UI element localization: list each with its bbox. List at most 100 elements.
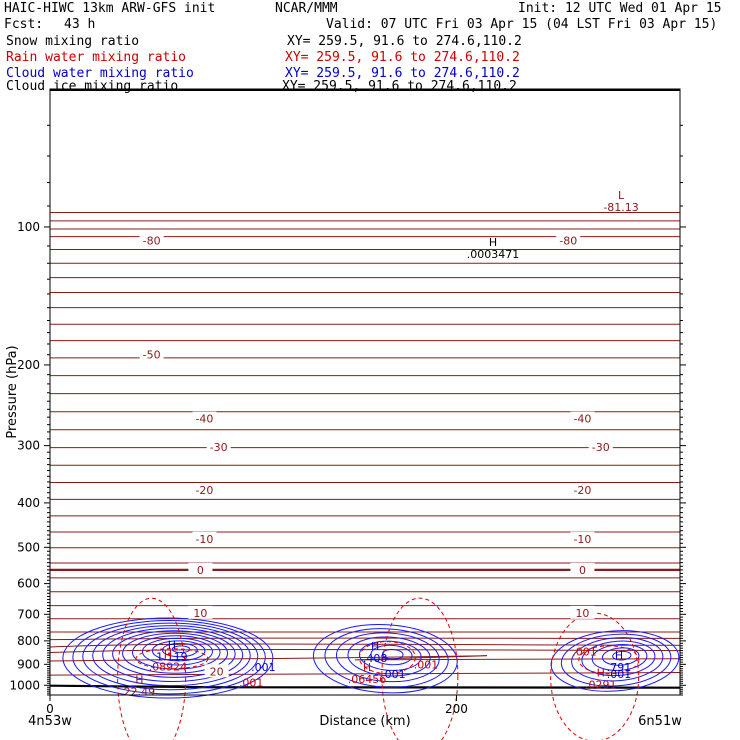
field-name-snow: Snow mixing ratio xyxy=(6,34,140,49)
extremum-marker: H xyxy=(164,648,172,661)
cloud-water-contour xyxy=(92,625,251,687)
extremum-marker: H xyxy=(363,661,371,674)
cloud-water-contour xyxy=(370,644,413,666)
isotherm-label: 20 xyxy=(210,665,224,678)
y-tick-label: 300 xyxy=(17,439,40,453)
y-tick-label: 1000 xyxy=(9,678,40,692)
isotherm-label: -80 xyxy=(143,234,161,247)
cloud-water-contour xyxy=(102,627,244,682)
cloud-water-contour xyxy=(591,643,648,671)
chart-title: HAIC-HIWC 13km ARW-GFS init xyxy=(4,1,216,16)
y-tick-label: 400 xyxy=(17,496,40,510)
cloud-water-contour xyxy=(324,628,449,688)
cloud-water-contour xyxy=(62,617,274,699)
isotherm-label: 0 xyxy=(579,564,586,577)
y-tick-label: 200 xyxy=(17,358,40,372)
isotherm-line xyxy=(49,648,681,653)
cloud-water-contour xyxy=(82,622,259,691)
contour-label: .001 xyxy=(251,661,276,674)
y-axis-label: Pressure (hPa) xyxy=(5,345,20,438)
mixing-ratio-contours xyxy=(62,597,680,740)
extremum-value: .06456 xyxy=(348,673,387,686)
y-tick-label: 100 xyxy=(17,220,40,234)
forecast-label: Fcst: xyxy=(4,17,44,32)
contour-label: .001 xyxy=(414,659,439,672)
valid-time: Valid: 07 UTC Fri 03 Apr 15 (04 LST Fri … xyxy=(326,17,718,32)
isotherm-label-bg xyxy=(570,605,595,619)
isotherm-label-bg xyxy=(570,411,595,425)
isotherm-label-bg xyxy=(192,483,217,497)
extremum-value: .0291 xyxy=(585,678,617,691)
extremum-value: 22.49 xyxy=(124,685,156,698)
extremum-value: .0003471 xyxy=(467,248,520,261)
isotherm-label-bg xyxy=(570,562,595,576)
y-tick-label: 800 xyxy=(17,634,40,648)
isotherm-label-bg xyxy=(206,439,231,453)
contour-label: .001 xyxy=(607,668,632,681)
isotherm-label: 0 xyxy=(197,564,204,577)
contour-label: .001 xyxy=(572,646,597,659)
x-tick-label: 0 xyxy=(46,702,54,716)
extremum-value: 1.119 xyxy=(156,651,188,664)
isotherm-label: -40 xyxy=(573,413,591,426)
extremum-marker: H xyxy=(371,640,379,653)
field-xy-cloud-water: XY= 259.5, 91.6 to 274.6,110.2 xyxy=(285,66,520,81)
extremum-marker: L xyxy=(618,189,625,202)
isotherm-label: -40 xyxy=(195,413,213,426)
contour-labels: -80 -80 -50 -40 -40 -30 -30 -20 -20 -10 -10 0 0 10 10 2… xyxy=(124,189,639,698)
cloud-water-contour xyxy=(612,650,632,661)
isotherm-label: -50 xyxy=(143,349,161,362)
right-location-label: 6n51w xyxy=(638,714,682,729)
field-name-rain: Rain water mixing ratio xyxy=(6,50,187,65)
extremum-value: .791 xyxy=(607,661,632,674)
cloud-water-contour xyxy=(571,637,664,682)
isotherm-label: -20 xyxy=(573,484,591,497)
cloud-water-contour xyxy=(601,647,640,666)
isotherm-label-bg xyxy=(192,531,217,545)
x-axis-label: Distance (km) xyxy=(319,714,410,729)
isotherm-label: -10 xyxy=(573,533,591,546)
isotherm-label-bg xyxy=(188,605,213,619)
cloud-water-contour xyxy=(347,636,431,677)
rain-water-contour xyxy=(358,641,416,675)
terrain-line xyxy=(49,684,681,689)
extremum-marker: H xyxy=(597,666,605,679)
cloud-water-contour xyxy=(72,620,266,695)
chart-org: NCAR/MMM xyxy=(275,1,338,16)
cloud-water-contour xyxy=(122,632,229,674)
field-name-cloud-water: Cloud water mixing ratio xyxy=(6,66,194,81)
extremum-marker: H xyxy=(489,236,497,249)
cloud-water-contour xyxy=(312,624,458,694)
init-time: Init: 12 UTC Wed 01 Apr 15 xyxy=(518,1,722,16)
isotherm-label: 10 xyxy=(575,607,589,620)
contour-label: .001 xyxy=(381,668,406,681)
isotherm-lines xyxy=(49,89,681,689)
extremum-value: -81.13 xyxy=(603,201,638,214)
cloud-water-contour xyxy=(151,640,206,662)
isotherm-label: -20 xyxy=(195,484,213,497)
cloud-water-contour xyxy=(560,633,672,687)
forecast-hours: 43 h xyxy=(64,17,96,32)
isotherm-label-bg xyxy=(570,483,595,497)
isotherm-line xyxy=(49,655,681,662)
rain-water-contour xyxy=(381,597,459,740)
rain-water-contour xyxy=(117,597,187,740)
contour-label: .001 xyxy=(239,676,264,689)
extremum-value: .408 xyxy=(363,652,388,665)
cloud-water-contour xyxy=(112,630,236,678)
y-tick-label: 600 xyxy=(17,577,40,591)
cloud-water-contour xyxy=(132,635,221,670)
plot-frame xyxy=(49,88,681,696)
left-location-label: 4n53w xyxy=(28,714,72,729)
extremum-marker: H xyxy=(168,639,176,652)
y-tick-label: 700 xyxy=(17,607,40,621)
isotherm-label-bg xyxy=(570,531,595,545)
y-tick-label: 900 xyxy=(17,657,40,671)
isotherm-label-bg xyxy=(139,347,164,361)
y-tick-label: 500 xyxy=(17,540,40,554)
isotherm-label: -30 xyxy=(210,441,228,454)
isotherm-label-bg xyxy=(139,233,164,247)
isotherm-label-bg xyxy=(588,439,613,453)
